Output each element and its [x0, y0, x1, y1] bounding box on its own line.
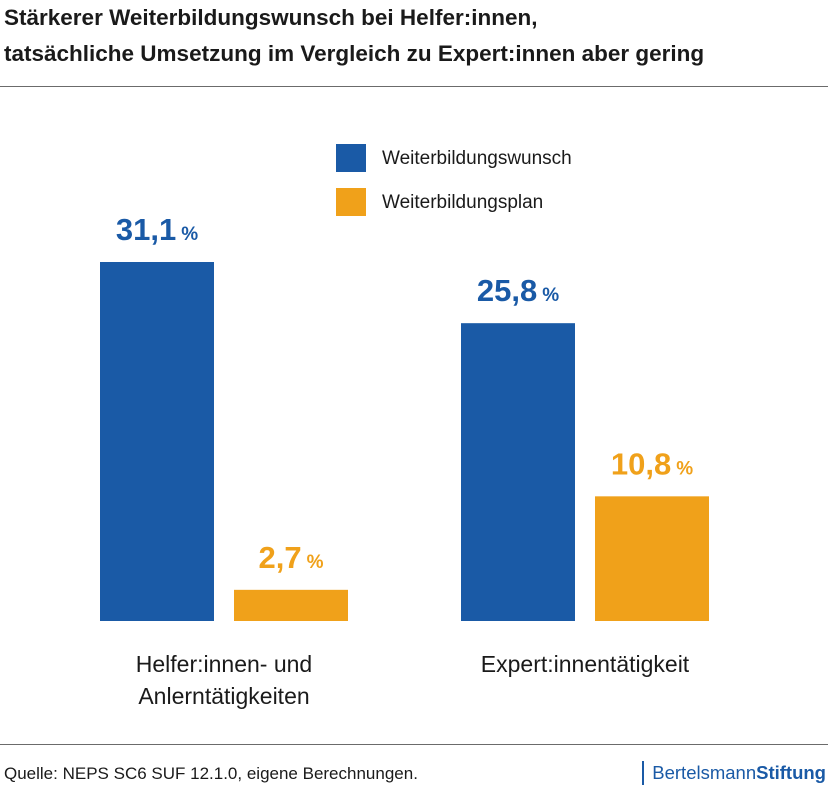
- chart-title-line-2: tatsächliche Umsetzung im Vergleich zu E…: [4, 41, 705, 66]
- value-number: 2,7: [258, 540, 301, 575]
- source-note: Quelle: NEPS SC6 SUF 12.1.0, eigene Bere…: [4, 764, 418, 783]
- brand-name-part2: Stiftung: [756, 762, 826, 783]
- chart-title-line-1: Stärkerer Weiterbildungswunsch bei Helfe…: [4, 5, 538, 30]
- value-label-1-2: 2,7%: [258, 540, 323, 575]
- top-divider: [0, 86, 828, 87]
- legend-label-2: Weiterbildungsplan: [382, 192, 543, 213]
- value-label-1-1: 31,1%: [116, 212, 198, 247]
- value-number: 25,8: [477, 273, 537, 308]
- bottom-divider: [0, 744, 828, 745]
- value-number: 10,8: [611, 446, 671, 481]
- brand-bar: [642, 761, 645, 785]
- value-number: 31,1: [116, 212, 176, 247]
- legend-swatch-1: [336, 144, 366, 172]
- brand-logo: Bertelsmann Stiftung: [642, 760, 826, 786]
- bar-2-2: [595, 496, 709, 621]
- category-label-2-line-1: Expert:innentätigkeit: [481, 651, 690, 677]
- bar-1-2: [234, 589, 348, 621]
- brand-name-part1: Bertelsmann: [652, 762, 757, 783]
- bar-1-1: [100, 262, 214, 621]
- value-label-2-2: 10,8%: [611, 446, 693, 481]
- value-unit: %: [181, 224, 198, 245]
- category-label-1-line-1: Helfer:innen- und: [136, 651, 312, 677]
- value-unit: %: [676, 458, 693, 479]
- legend-swatch-2: [336, 188, 366, 216]
- category-label-1-line-2: Anlerntätigkeiten: [138, 683, 309, 709]
- value-unit: %: [307, 552, 324, 573]
- value-unit: %: [542, 285, 559, 306]
- bar-2-1: [461, 323, 575, 621]
- legend-label-1: Weiterbildungswunsch: [382, 148, 572, 169]
- chart-title: Stärkerer Weiterbildungswunsch bei Helfe…: [4, 0, 824, 72]
- value-label-2-1: 25,8%: [477, 273, 559, 308]
